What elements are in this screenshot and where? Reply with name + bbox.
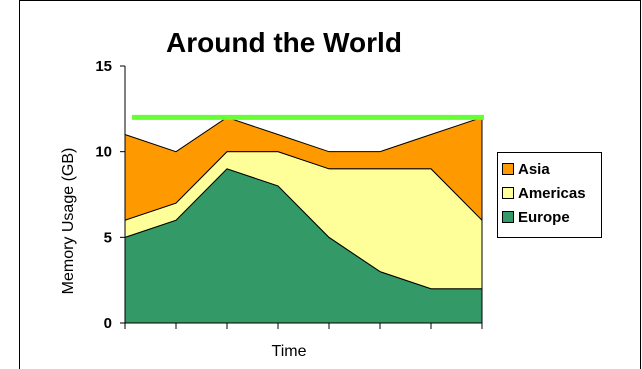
legend-label-asia: Asia	[518, 161, 550, 178]
area-series-asia	[124, 116, 483, 222]
legend: Asia Americas Europe	[497, 152, 602, 238]
chart-title: Around the World	[166, 27, 402, 58]
legend-border	[497, 152, 602, 238]
axes-layer: 0 5 10 15	[95, 58, 483, 332]
y-tick-label-5: 5	[104, 229, 112, 246]
series-layer	[124, 114, 484, 324]
legend-swatch-americas	[502, 187, 514, 199]
legend-swatch-asia	[502, 163, 514, 175]
y-tick-label-10: 10	[95, 144, 112, 161]
legend-swatch-europe	[502, 211, 514, 223]
legend-label-europe: Europe	[518, 209, 570, 226]
y-axis-label: Memory Usage (GB)	[60, 148, 77, 295]
x-axis-label: Time	[272, 343, 307, 360]
legend-label-americas: Americas	[518, 185, 586, 202]
y-tick-label-0: 0	[104, 315, 112, 332]
y-tick-label-15: 15	[95, 58, 112, 75]
